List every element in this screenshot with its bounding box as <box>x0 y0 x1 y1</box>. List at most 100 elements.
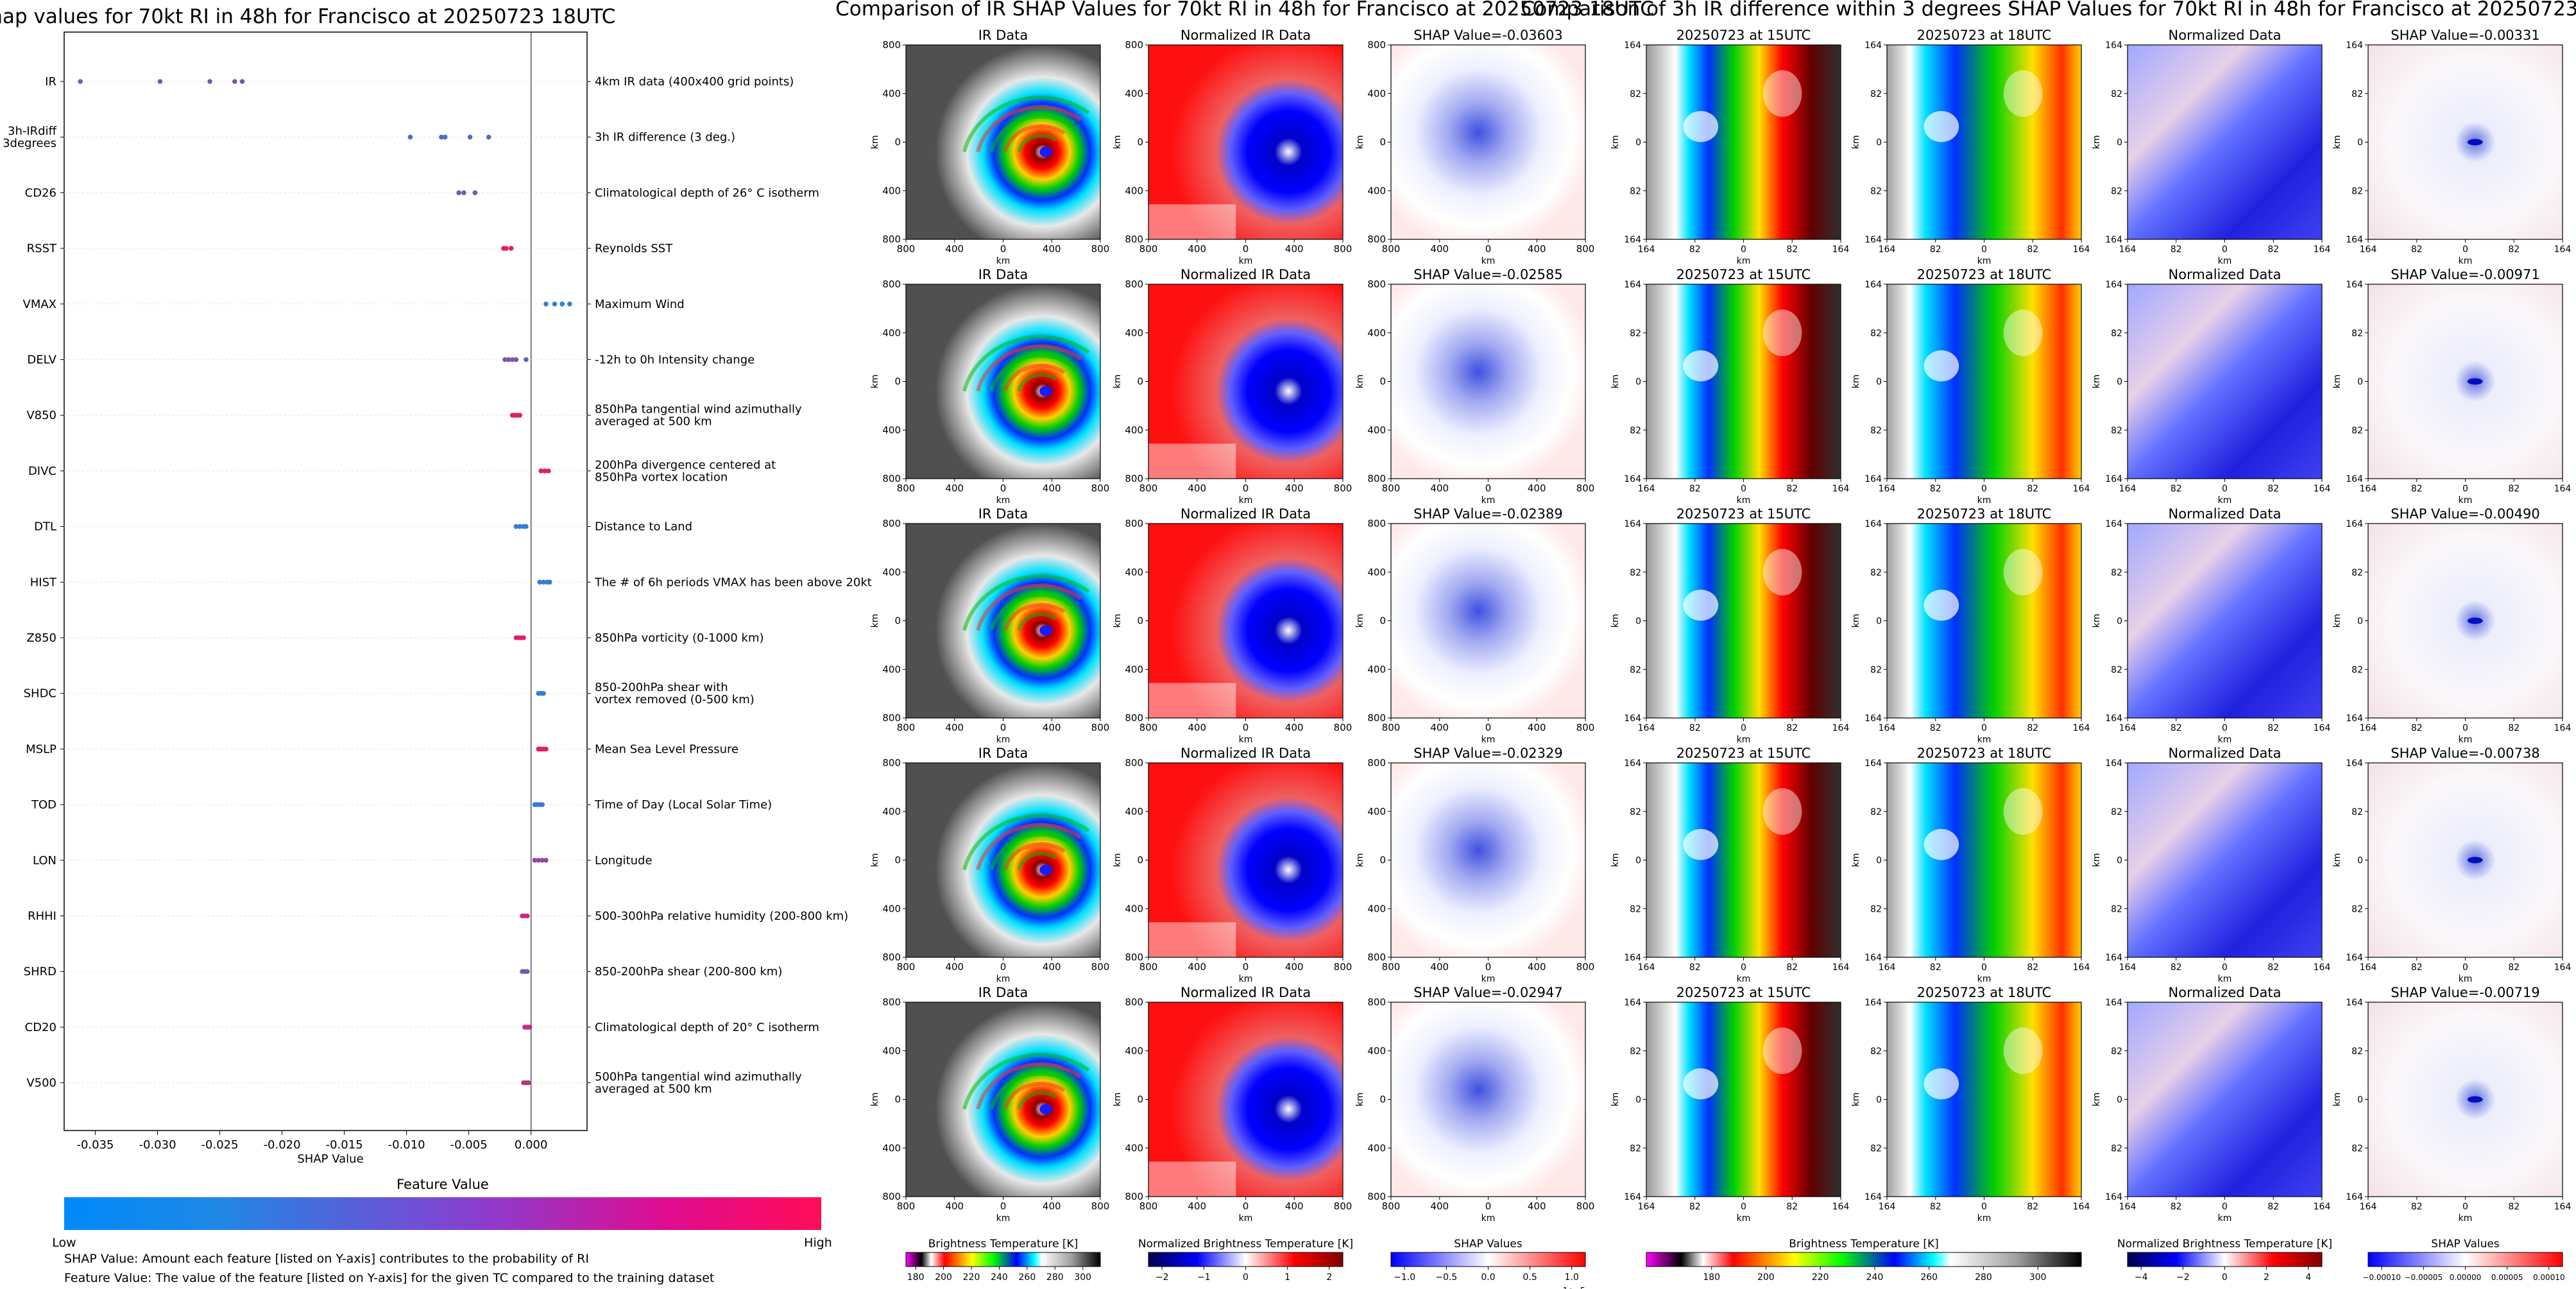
shap-point <box>524 357 529 363</box>
xtick-label: 164 <box>1832 962 1850 973</box>
xtick-label: 164 <box>1879 244 1896 255</box>
xtick-label: 800 <box>1334 961 1352 973</box>
feature-name-label: RSST <box>27 242 57 255</box>
ytick-label: 800 <box>882 952 901 963</box>
shap-point <box>467 134 473 140</box>
shap-point <box>547 579 552 585</box>
feature-value-colorbar <box>64 1197 821 1230</box>
xtick-label: 164 <box>2073 484 2090 494</box>
subplot-title: 20250723 at 15UTC <box>1676 985 1811 1000</box>
ytick-label: 82 <box>2351 1143 2363 1154</box>
cloud-feature <box>1762 788 1802 835</box>
colorbar-tick-label: 4 <box>2305 1272 2311 1283</box>
cloud-feature <box>1923 111 1959 142</box>
spiral-band <box>976 583 1082 631</box>
shap-point <box>439 134 444 140</box>
ytick-label: 800 <box>882 278 901 290</box>
ytick-label: 400 <box>1367 1142 1386 1154</box>
axis-label-y: km <box>870 375 880 389</box>
cloud-feature <box>1683 350 1719 382</box>
shap-point <box>207 79 212 84</box>
xtick-label: 164 <box>2554 723 2572 733</box>
xtick-label: 0 <box>2222 723 2228 733</box>
feature-name-label: LON <box>33 854 56 867</box>
xtick-label: 164 <box>1638 484 1655 494</box>
axis-label-y: km <box>1355 614 1365 628</box>
ytick-label: 82 <box>1870 89 1882 99</box>
ytick-label: 164 <box>2346 1192 2363 1202</box>
xtick-label: 164 <box>2119 1202 2137 1212</box>
xtick-label: 400 <box>1430 961 1449 973</box>
axis-label-y: km <box>870 1093 880 1107</box>
shap-summary-title: Shap values for 70kt RI in 48h for Franc… <box>0 5 615 28</box>
shap-point <box>513 524 519 529</box>
xtick-label: 164 <box>2073 244 2090 255</box>
feature-description-label: Climatological depth of 20° C isotherm <box>595 1021 819 1034</box>
shap-point <box>524 524 529 529</box>
axis-label-x: km <box>996 735 1011 745</box>
xtick-label: 0 <box>1741 723 1746 733</box>
shap-point <box>506 357 511 363</box>
axis-label-y: km <box>1355 135 1365 149</box>
xtick-label: 164 <box>1638 962 1655 973</box>
xtick-label: 164 <box>1879 962 1896 973</box>
xtick-label: 164 <box>2073 1202 2090 1212</box>
ytick-label: 82 <box>1870 1143 1882 1154</box>
xtick-label: 164 <box>2119 484 2137 494</box>
axis-label-y: km <box>2092 135 2102 149</box>
axis-label-y: km <box>1851 135 1861 149</box>
shap-point <box>527 1025 533 1030</box>
xtick-label: 400 <box>1043 243 1061 255</box>
ytick-label: 800 <box>1367 996 1386 1008</box>
feature-description-label: 4km IR data (400x400 grid points) <box>595 75 794 89</box>
cloud-feature <box>2003 549 2043 596</box>
colorbar-tick-label: 280 <box>1975 1272 1992 1283</box>
shap-point <box>461 190 466 196</box>
colorbar-tick-label: 180 <box>1703 1272 1720 1283</box>
axis-label-y: km <box>2332 1093 2342 1107</box>
colorbar-tick-label: 2 <box>1326 1272 1332 1283</box>
xtick-label: 800 <box>1091 961 1110 973</box>
land-mask <box>1148 1161 1236 1197</box>
shap-diff-image <box>2368 763 2563 957</box>
subplot-title: Normalized Data <box>2169 28 2282 43</box>
axis-label-x: km <box>1481 495 1496 506</box>
feature-description-label: 850hPa tangential wind azimuthally averag… <box>595 403 802 429</box>
feature-description-label: 850-200hPa shear with vortex removed (0-5… <box>595 681 755 706</box>
legend-title: Feature Value <box>397 1177 489 1192</box>
xtick-label: 82 <box>1689 484 1701 494</box>
ytick-label: 800 <box>1125 234 1143 245</box>
feature-description-label: 200hPa divergence centered at 850hPa vort… <box>595 458 776 484</box>
xtick-label: 82 <box>2411 1202 2423 1212</box>
ytick-label: 800 <box>1367 234 1386 245</box>
ytick-label: 82 <box>1870 568 1882 578</box>
axis-label-x: km <box>1977 1213 1992 1224</box>
subplot-title: SHAP Value=-0.00738 <box>2391 746 2540 761</box>
xtick-label: 82 <box>1689 244 1701 255</box>
feature-description-label: 500hPa tangential wind azimuthally averag… <box>595 1070 802 1096</box>
cloud-feature <box>1923 829 1959 860</box>
legend-high: High <box>804 1236 832 1250</box>
spiral-band <box>1003 842 1066 871</box>
xtick-label: 0 <box>1243 243 1249 255</box>
colorbar-label: Normalized Brightness Temperature [K] <box>1138 1238 1353 1251</box>
feature-name-label: DTL <box>34 520 56 534</box>
ytick-label: 82 <box>1630 425 1641 436</box>
ytick-label: 800 <box>1125 757 1143 769</box>
ytick-label: 800 <box>1125 518 1143 529</box>
xtick-label: 82 <box>2508 244 2520 255</box>
ytick-label: 164 <box>1864 519 1882 529</box>
shap-ir-image <box>1391 763 1585 957</box>
ytick-label: 400 <box>1125 806 1143 817</box>
ytick-label: 82 <box>2351 807 2363 817</box>
cloud-feature <box>1762 549 1802 596</box>
ir-18utc-image <box>1887 1002 2081 1197</box>
ytick-label: 0 <box>1876 856 1882 866</box>
cloud-feature <box>1762 1027 1802 1075</box>
